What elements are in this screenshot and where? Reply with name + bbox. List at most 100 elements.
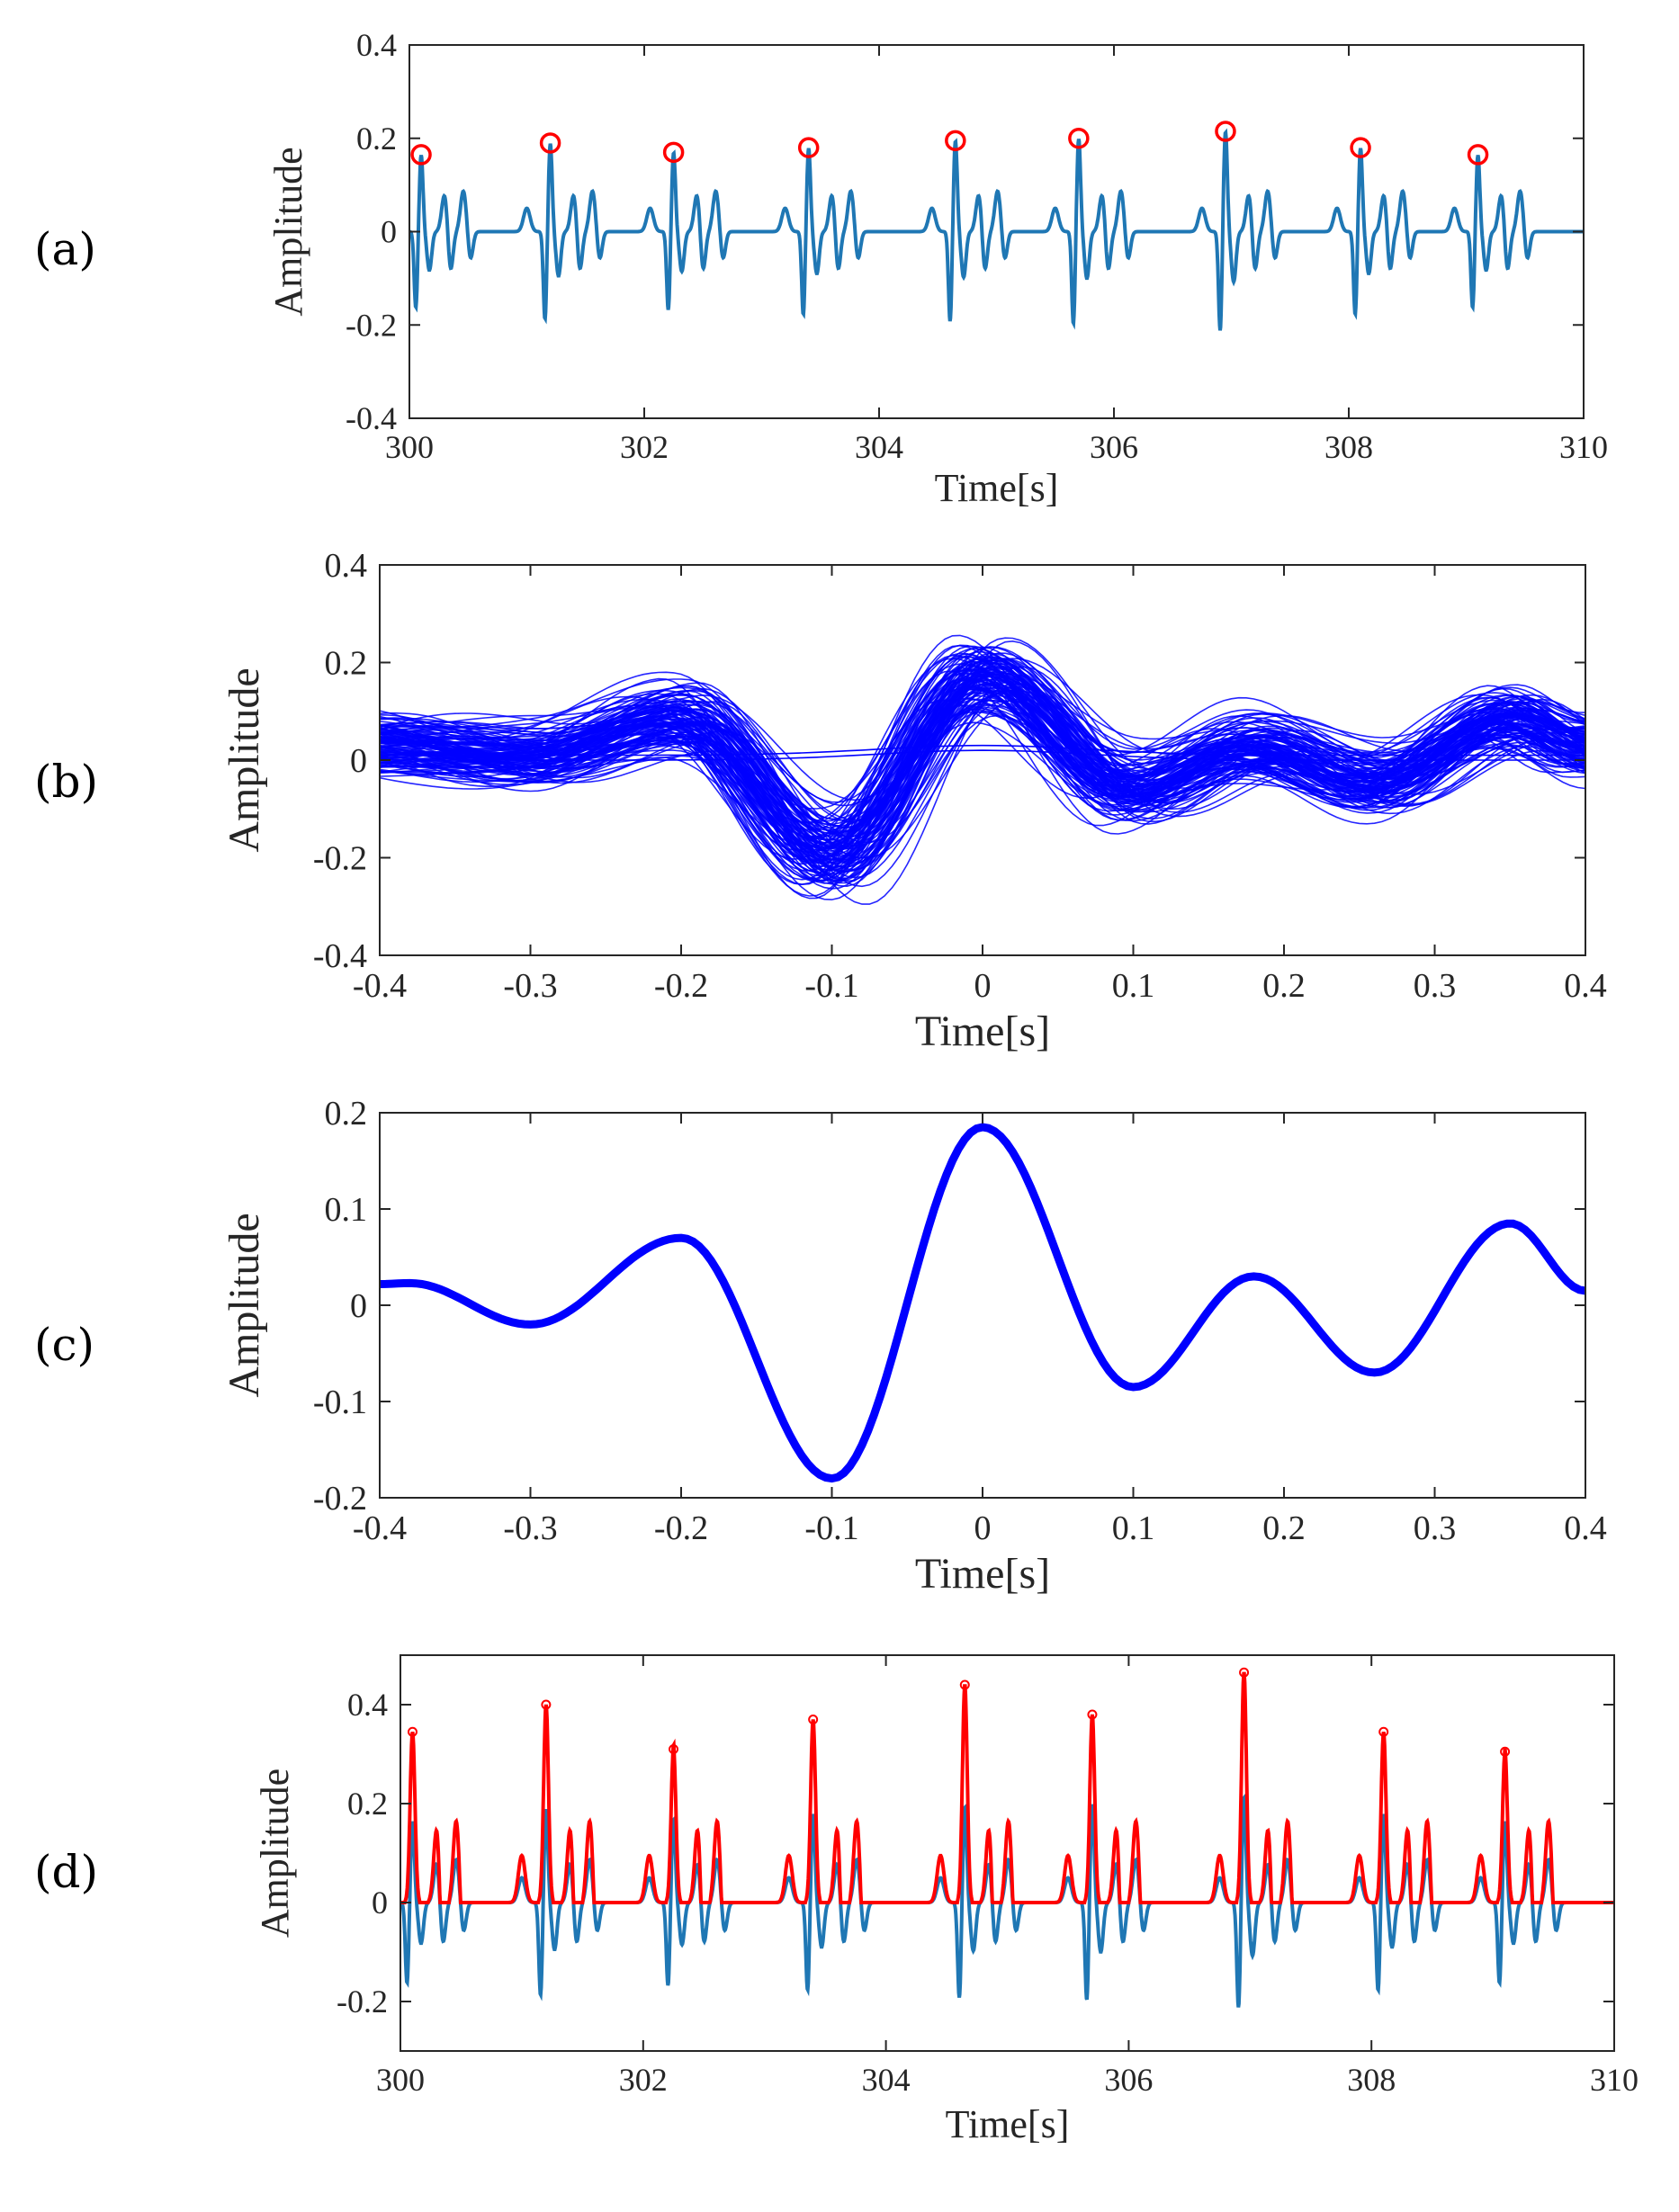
x-tick-label: 308 bbox=[1324, 429, 1373, 465]
x-tick-label: 310 bbox=[1559, 429, 1608, 465]
segment-line bbox=[380, 674, 1585, 888]
envelope-peak-marker bbox=[541, 1699, 552, 1710]
x-tick-label: 0.4 bbox=[1564, 967, 1607, 1005]
x-tick-label: 0 bbox=[974, 967, 992, 1005]
average-line bbox=[380, 1123, 1585, 1483]
y-tick-label: 0 bbox=[381, 214, 397, 250]
panel-label-b: (b) bbox=[34, 756, 99, 808]
x-tick-label: -0.3 bbox=[503, 967, 557, 1005]
x-tick-label: 310 bbox=[1590, 2062, 1639, 2098]
segment-line bbox=[380, 648, 1585, 822]
envelope-peak-marker bbox=[1239, 1667, 1250, 1678]
y-tick-label: 0.4 bbox=[325, 547, 368, 585]
x-tick-label: -0.1 bbox=[804, 967, 858, 1005]
x-axis-label: Time[s] bbox=[915, 1007, 1050, 1055]
envelope-peak-marker bbox=[1378, 1726, 1389, 1737]
x-tick-label: 0.2 bbox=[1262, 1509, 1306, 1547]
envelope-line bbox=[400, 1671, 1614, 1904]
envelope-peak-marker bbox=[1500, 1746, 1511, 1757]
peak-marker bbox=[1467, 144, 1489, 166]
segment-line bbox=[380, 683, 1585, 888]
segment-line bbox=[380, 646, 1585, 834]
y-tick-label: -0.2 bbox=[313, 1480, 367, 1518]
axes: 300 302 304 306 308 310 -0.4 -0.2 0 0.2 0.4 Time[s]… bbox=[266, 27, 1608, 510]
x-tick-label: -0.4 bbox=[353, 967, 407, 1005]
y-tick-label: 0.4 bbox=[356, 27, 397, 63]
segment-line bbox=[380, 667, 1585, 870]
y-tick-label: 0.2 bbox=[325, 644, 368, 682]
plot-area bbox=[380, 1123, 1585, 1483]
axes: -0.4 -0.3 -0.2 -0.1 0 0.1 0.2 0.3 0.4 -0.4 -0.2 0 0.… bbox=[220, 547, 1607, 1055]
envelope-peak-marker bbox=[959, 1679, 970, 1690]
signal-line bbox=[400, 1793, 1614, 2008]
segment-line bbox=[380, 676, 1585, 840]
x-tick-label: 300 bbox=[376, 2062, 425, 2098]
x-tick-label: -0.3 bbox=[503, 1509, 557, 1547]
x-tick-label: -0.1 bbox=[804, 1509, 858, 1547]
x-tick-label: 0.1 bbox=[1112, 967, 1155, 1005]
x-tick-label: 0.1 bbox=[1112, 1509, 1155, 1547]
x-tick-label: 302 bbox=[620, 429, 669, 465]
x-tick-label: 306 bbox=[1104, 2062, 1153, 2098]
envelope-peak-marker bbox=[669, 1744, 679, 1754]
plot-area bbox=[380, 634, 1585, 905]
x-tick-label: 0.3 bbox=[1414, 967, 1457, 1005]
y-tick-label: 0 bbox=[372, 1885, 388, 1921]
segment-line bbox=[380, 682, 1585, 837]
segment-line bbox=[380, 690, 1585, 848]
y-tick-label: 0.1 bbox=[325, 1191, 368, 1229]
segment-line bbox=[380, 749, 1585, 761]
segment-line bbox=[380, 683, 1585, 846]
x-tick-label: -0.2 bbox=[654, 967, 708, 1005]
plot-area bbox=[400, 1671, 1614, 2008]
axes: 300 302 304 306 308 310 -0.2 0 0.2 0.4 Time[s] Ampl… bbox=[253, 1654, 1639, 2146]
segment-line bbox=[380, 698, 1585, 859]
y-tick-label: -0.4 bbox=[346, 400, 397, 436]
chart-3: -0.4 -0.3 -0.2 -0.1 0 0.1 0.2 0.3 0.4 -0.2 -0.1 0 0.… bbox=[220, 1095, 1607, 1598]
envelope-peak-marker bbox=[407, 1726, 418, 1737]
panel-label-a: (a) bbox=[34, 223, 96, 275]
y-tick-label: 0.2 bbox=[356, 121, 397, 157]
x-tick-label: 308 bbox=[1347, 2062, 1396, 2098]
y-tick-label: -0.2 bbox=[346, 307, 397, 343]
segment-line bbox=[380, 669, 1585, 874]
chart-2: -0.4 -0.3 -0.2 -0.1 0 0.1 0.2 0.3 0.4 -0.4 -0.2 0 0.… bbox=[220, 547, 1607, 1055]
segment-line bbox=[380, 654, 1585, 865]
y-tick-label: -0.4 bbox=[313, 937, 367, 975]
segment-line bbox=[380, 660, 1585, 872]
y-tick-label: 0 bbox=[350, 1287, 367, 1325]
segment-line bbox=[380, 666, 1585, 905]
y-tick-label: -0.2 bbox=[313, 839, 367, 877]
x-tick-label: 304 bbox=[862, 2062, 911, 2098]
x-axis-label: Time[s] bbox=[935, 466, 1059, 510]
x-axis-label: Time[s] bbox=[946, 2102, 1070, 2146]
x-axis-label: Time[s] bbox=[915, 1550, 1050, 1598]
segment-line bbox=[380, 659, 1585, 880]
y-axis-label: Amplitude bbox=[253, 1769, 297, 1938]
panel-label-d: (d) bbox=[34, 1846, 99, 1898]
peak-marker bbox=[1350, 137, 1371, 158]
segment-line bbox=[380, 683, 1585, 900]
x-tick-label: 0 bbox=[974, 1509, 992, 1547]
peak-marker bbox=[1068, 128, 1090, 149]
signal-line bbox=[409, 128, 1584, 331]
chart-4: 300 302 304 306 308 310 -0.2 0 0.2 0.4 Time[s] Ampl… bbox=[253, 1654, 1639, 2146]
y-axis-label: Amplitude bbox=[220, 1213, 268, 1397]
peak-marker bbox=[797, 137, 820, 158]
peak-marker bbox=[1215, 121, 1236, 142]
x-tick-label: 304 bbox=[855, 429, 903, 465]
segment-line bbox=[380, 744, 1585, 757]
peak-marker bbox=[662, 141, 685, 164]
x-tick-label: 0.4 bbox=[1564, 1509, 1607, 1547]
chart-1: 300 302 304 306 308 310 -0.4 -0.2 0 0.2 0.4 Time[s]… bbox=[266, 27, 1608, 510]
x-tick-label: 0.3 bbox=[1414, 1509, 1457, 1547]
peak-marker bbox=[410, 144, 432, 166]
x-tick-label: 302 bbox=[619, 2062, 668, 2098]
axes-box bbox=[400, 1654, 1615, 2052]
peak-marker bbox=[945, 130, 966, 152]
segment-line bbox=[380, 640, 1585, 859]
y-tick-label: 0.2 bbox=[325, 1095, 368, 1133]
peak-marker bbox=[539, 132, 561, 154]
panel-label-c: (c) bbox=[34, 1319, 95, 1371]
